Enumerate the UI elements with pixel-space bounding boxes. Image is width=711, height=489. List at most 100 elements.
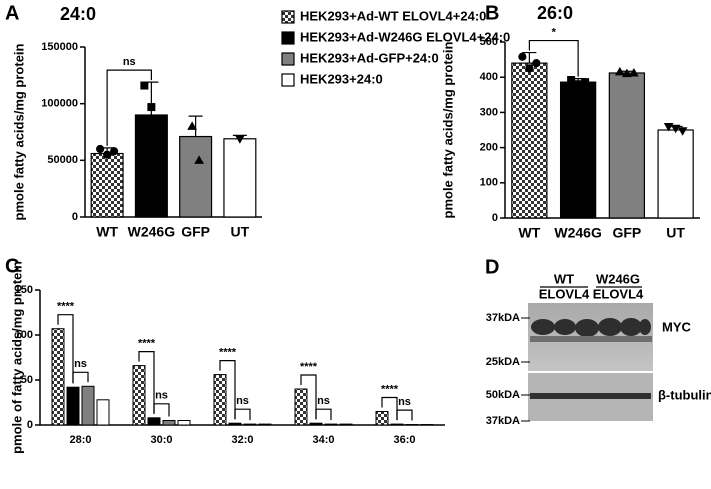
data-point [235, 135, 245, 144]
x-tick-label: WT [96, 224, 118, 240]
sig-label: ns [398, 396, 411, 408]
bar [51, 328, 65, 426]
sig-label: **** [381, 383, 399, 395]
y-tick-label: 100 [480, 177, 498, 189]
sig-bracket [57, 314, 74, 384]
data-point [154, 146, 163, 155]
panel-letter: D [485, 256, 499, 278]
chart-title: 24:0 [60, 4, 96, 24]
sig-label: **** [219, 347, 237, 359]
bar [294, 388, 308, 426]
y-tick-label: 0 [27, 419, 33, 431]
data-point [677, 127, 688, 136]
myc-bands [530, 318, 652, 342]
x-tick-label: UT [666, 225, 685, 241]
legend-swatch [281, 73, 295, 87]
legend-label: HEK293+Ad-W246G ELOVL4+24:0 [300, 29, 510, 44]
legend-label: HEK293+24:0 [300, 71, 383, 86]
sig-bracket [528, 39, 579, 77]
data-point [525, 64, 534, 73]
x-tick-label: 36:0 [393, 434, 415, 446]
data-point [574, 80, 583, 89]
chart-title: 26:0 [537, 3, 573, 23]
sig-label: * [552, 26, 557, 38]
sig-bracket [234, 408, 251, 421]
blot: WT ELOVL4 W246G ELOVL4 37kDA 25kDA 50kDA… [485, 256, 711, 427]
x-tick-label: 32:0 [231, 434, 253, 446]
blot-group: W246G [596, 271, 640, 286]
bar [90, 152, 124, 218]
blot-group: ELOVL4 [539, 286, 590, 301]
tubulin-bands [530, 393, 651, 399]
x-tick-label: 30:0 [150, 434, 172, 446]
data-point [518, 52, 527, 61]
bar [179, 135, 213, 218]
x-tick-label: 28:0 [69, 434, 91, 446]
legend-swatch [281, 31, 295, 45]
y-axis-label: pmole fatty acids/mg protein [440, 41, 455, 218]
bar [511, 62, 548, 219]
sig-label: ns [155, 390, 168, 402]
bar [66, 386, 80, 426]
data-point [96, 144, 105, 154]
sig-bracket [219, 360, 236, 420]
y-axis-label: pmole fatty acids/mg protein [11, 43, 26, 220]
x-tick-label: WT [518, 225, 540, 241]
sig-label: ns [317, 395, 330, 407]
y-tick-label: 100 [15, 329, 33, 341]
bar [258, 423, 272, 426]
y-axis-label: pmole of fatty acids/mg protein [9, 261, 24, 454]
blot-group: ELOVL4 [593, 286, 644, 301]
bar [309, 422, 323, 426]
sig-label: ns [123, 56, 136, 68]
y-tick-label: 500 [480, 36, 498, 48]
bar [324, 423, 338, 426]
sig-bracket [381, 396, 398, 421]
legend-label: HEK293+Ad-WT ELOVL4+24:0 [300, 8, 486, 23]
panel-letter: A [5, 2, 19, 24]
legend-swatch [281, 10, 295, 24]
sig-bracket [315, 408, 332, 421]
sig-bracket [153, 403, 170, 417]
sig-bracket [396, 409, 413, 421]
data-point [622, 68, 632, 78]
bar [339, 423, 353, 426]
kda-marker: 37kDA [486, 415, 520, 427]
error-bar [522, 51, 537, 64]
sig-bracket [300, 374, 317, 420]
bar [608, 72, 646, 219]
data-point [615, 66, 625, 76]
data-point [140, 81, 149, 90]
kda-marker: 50kDA [486, 389, 520, 401]
y-tick-label: 400 [480, 71, 498, 83]
bar [390, 423, 404, 426]
y-tick-label: 0 [72, 211, 78, 223]
x-tick-label: 34:0 [312, 434, 334, 446]
sig-label: ns [74, 358, 87, 370]
x-tick-label: GFP [612, 225, 641, 241]
data-point [629, 67, 639, 77]
sig-label: ns [236, 395, 249, 407]
blot-group: WT [554, 271, 574, 286]
y-tick-label: 100000 [41, 98, 78, 110]
kda-marker: 25kDA [486, 356, 520, 368]
legend-swatch [281, 52, 295, 66]
bar [162, 420, 176, 426]
data-point [581, 78, 590, 87]
bar [228, 422, 242, 426]
bar [375, 411, 389, 426]
sig-label: **** [57, 301, 75, 313]
data-point [663, 122, 674, 132]
error-bar [188, 115, 203, 137]
protein-label: MYC [662, 319, 692, 334]
data-point [567, 76, 576, 85]
bar [147, 417, 161, 426]
sig-bracket [72, 371, 89, 384]
bar [213, 374, 227, 426]
kda-marker: 37kDA [486, 312, 520, 324]
data-point [532, 59, 541, 68]
sig-label: **** [138, 338, 156, 350]
legend-label: HEK293+Ad-GFP+24:0 [300, 50, 439, 65]
data-point [110, 147, 119, 156]
